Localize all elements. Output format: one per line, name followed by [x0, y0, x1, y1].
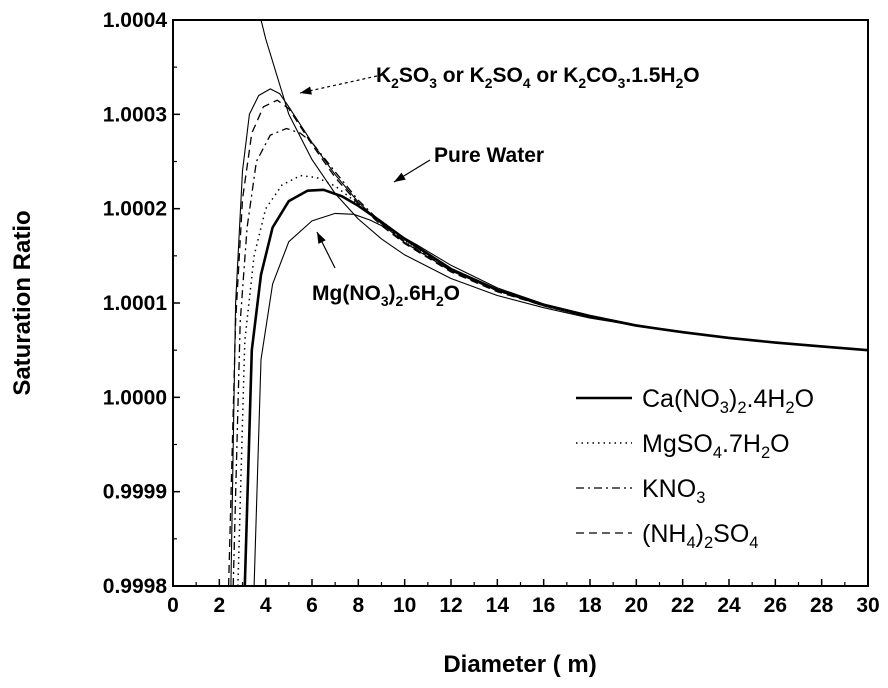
legend-label-part: 4 — [686, 534, 695, 552]
legend-label-part: ) — [729, 385, 737, 413]
annotation-mgno3-part: 3 — [381, 293, 389, 309]
series-group — [227, 20, 868, 586]
x-tick-label: 10 — [393, 594, 416, 617]
annotation-k2-part: 3 — [429, 75, 437, 91]
legend-label-part: ) — [696, 520, 704, 548]
annotation-k2-part: CO — [586, 64, 618, 87]
legend-label-part: O — [795, 385, 814, 413]
y-tick-label: 1.0004 — [103, 9, 168, 32]
annotation-k2-part: 2 — [676, 75, 684, 91]
annotation-mgno3-part: 2 — [436, 293, 444, 309]
y-tick-label: 1.0000 — [103, 386, 167, 409]
legend-label: MgSO4.7H2O — [642, 430, 790, 462]
arrow-head-mgno3 — [317, 232, 326, 244]
x-tick-label: 22 — [671, 594, 694, 617]
y-tick-label: 1.0002 — [103, 198, 167, 221]
legend-label-part: 2 — [737, 399, 746, 417]
y-axis-title: Saturation Ratio — [9, 210, 36, 395]
x-tick-label: 18 — [578, 594, 602, 617]
arrow-head-k2 — [300, 86, 312, 95]
x-tick-label: 26 — [764, 594, 787, 617]
annotation-k2-part: 3 — [618, 75, 626, 91]
legend-label-part: .4H — [747, 385, 786, 413]
annotation-k2: K2SO3 or K2SO4 or K2CO3.1.5H2O — [376, 64, 700, 91]
legend-label-part: (NH — [642, 520, 686, 548]
x-axis-title: Diameter ( m) — [443, 651, 596, 678]
arrow-head-pure — [394, 172, 406, 182]
x-tick-label: 24 — [717, 594, 741, 617]
legend-label-part: 2 — [761, 444, 770, 462]
plot-frame — [172, 19, 869, 587]
legend-label: Ca(NO3)2.4H2O — [642, 385, 814, 417]
legend-label-part: MgSO — [642, 430, 713, 458]
x-tick-label: 12 — [439, 594, 462, 617]
annotation-k2-part: .1.5H — [625, 64, 675, 87]
legend-label: (NH4)2SO4 — [642, 520, 758, 552]
legend-label-part: .7H — [722, 430, 761, 458]
legend-label-part: 2 — [704, 534, 713, 552]
y-tick-label: 1.0003 — [103, 103, 167, 126]
annotation-k2-part: 2 — [485, 75, 493, 91]
x-tick-label: 20 — [625, 594, 648, 617]
legend-label-part: 3 — [696, 489, 705, 507]
annotation-mgno3: Mg(NO3)2.6H2O — [312, 282, 460, 309]
annotation-pure: Pure Water — [434, 144, 544, 167]
annotation-mgno3-part: Mg(NO — [312, 282, 381, 305]
annotation-k2-part: or K — [531, 64, 579, 87]
legend-label-part: 4 — [749, 534, 758, 552]
x-tick-label: 6 — [306, 594, 318, 617]
y-tick-label: 1.0001 — [103, 292, 168, 315]
x-tick-label: 14 — [486, 594, 510, 617]
series-line-mgso4 — [237, 174, 868, 586]
annotation-k2-part: 4 — [523, 75, 531, 91]
series-line-kno3 — [232, 127, 868, 586]
annotation-mgno3-part: 2 — [396, 293, 404, 309]
annotation-mgno3-part: ) — [389, 282, 396, 305]
y-tick-label: 0.9998 — [103, 575, 168, 598]
annotation-k2-part: K — [376, 64, 391, 87]
x-tick-label: 4 — [260, 594, 272, 617]
x-tick-label: 16 — [532, 594, 555, 617]
annotation-pure-part: Pure Water — [434, 144, 544, 167]
series-line-k2so3 — [230, 88, 868, 586]
legend-label: KNO3 — [642, 475, 705, 507]
annotation-k2-part: or K — [437, 64, 485, 87]
legend-label-part: 4 — [713, 444, 722, 462]
legend-label-part: SO — [713, 520, 749, 548]
axis-ticks: 0 2 4 6 8 10 12 14 16 18 20 22 24 26 28 300.99980.99991… — [103, 9, 880, 617]
annotation-mgno3-part: .6H — [403, 282, 436, 305]
legend-label-part: Ca(NO — [642, 385, 720, 413]
x-tick-label: 0 — [167, 594, 179, 617]
series-line-nh4so4 — [227, 99, 868, 586]
series-line-mgno3 — [253, 212, 868, 586]
annotation-k2-part: O — [683, 64, 699, 87]
x-tick-label: 2 — [213, 594, 225, 617]
x-tick-label: 28 — [810, 594, 834, 617]
x-tick-label: 30 — [856, 594, 879, 617]
legend-label-part: 2 — [785, 399, 794, 417]
legend-label-part: KNO — [642, 475, 696, 503]
y-tick-label: 0.9999 — [103, 481, 167, 504]
legend-label-part: 3 — [720, 399, 729, 417]
annotation-k2-part: 2 — [391, 75, 399, 91]
x-tick-label: 8 — [352, 594, 364, 617]
annotation-mgno3-part: O — [444, 282, 460, 305]
legend-label-part: O — [770, 430, 789, 458]
annotation-k2-part: SO — [399, 64, 429, 87]
annotation-arrow-k2 — [299, 75, 378, 94]
annotation-k2-part: SO — [493, 64, 523, 87]
annotation-k2-part: 2 — [578, 75, 586, 91]
